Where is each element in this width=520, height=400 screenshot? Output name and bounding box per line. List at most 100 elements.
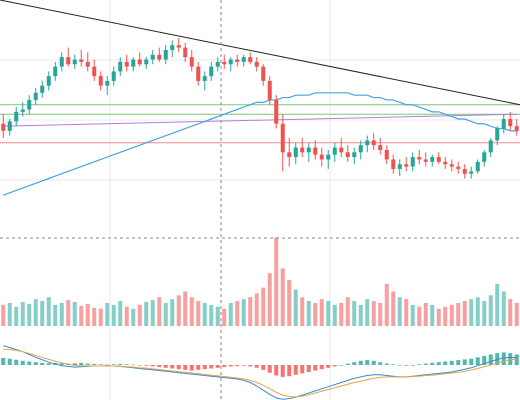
candle [228, 57, 233, 72]
macd-histogram-bar [170, 365, 175, 369]
volume-bar [33, 299, 38, 326]
candle-body [482, 152, 487, 162]
volume-bar [397, 297, 402, 326]
macd-histogram-bar [449, 360, 454, 365]
macd-histogram-bar [228, 365, 233, 367]
candle-body [391, 159, 396, 169]
macd-histogram-bar [508, 353, 513, 365]
candle [14, 107, 19, 127]
macd-histogram-bar [254, 365, 259, 368]
candle-body [404, 164, 409, 167]
macd-histogram-bar [384, 363, 389, 365]
macd-histogram-bar [404, 365, 409, 366]
volume-bar [371, 301, 376, 326]
volume-bar [176, 295, 181, 326]
volume-bar [79, 305, 84, 326]
candle-body [456, 166, 461, 169]
candle [313, 140, 318, 160]
candle [1, 114, 6, 139]
volume-bar [157, 297, 162, 326]
volume-bar [14, 306, 19, 326]
candle [98, 71, 103, 91]
candle [280, 114, 285, 172]
candle-body [144, 59, 149, 65]
candle [150, 49, 155, 65]
candle-body [462, 168, 467, 174]
candle-body [495, 128, 500, 141]
candle [111, 66, 116, 86]
candle [248, 52, 253, 65]
candle [7, 119, 12, 136]
candle [170, 40, 175, 58]
macd-histogram-bar [241, 365, 246, 366]
volume-bar [280, 268, 285, 326]
volume-bar [144, 302, 149, 326]
candle-body [514, 126, 519, 131]
candle [183, 42, 188, 62]
macd-histogram-bar [391, 364, 396, 365]
volume-bar [228, 302, 233, 326]
candle-body [449, 164, 454, 167]
candle-body [215, 61, 220, 67]
macd-histogram-bar [488, 354, 493, 365]
candle [20, 102, 25, 117]
candle [215, 57, 220, 72]
candle-body [7, 121, 12, 131]
volume-bar [248, 297, 253, 326]
candle-body [33, 92, 38, 100]
macd-histogram-bar [46, 363, 51, 365]
volume-bar [313, 302, 318, 326]
volume-bar [46, 297, 51, 326]
candle [358, 140, 363, 160]
candle [339, 138, 344, 158]
macd-histogram-bar [157, 365, 162, 368]
candle [85, 52, 90, 72]
candle-body [300, 147, 305, 153]
candle-body [287, 152, 292, 158]
candle-layer [1, 38, 519, 179]
candle [352, 147, 357, 165]
macd-histogram-bar [274, 365, 279, 376]
macd-histogram-bar [261, 365, 266, 370]
ma-layer [3, 92, 517, 196]
volume-bar [462, 301, 467, 326]
volume-bar [514, 302, 519, 326]
candle-body [105, 80, 110, 86]
candle [326, 149, 331, 169]
volume-bar [137, 304, 142, 326]
sloped-level-line [3, 113, 517, 127]
volume-bar [410, 304, 415, 326]
macd-histogram-bar [436, 362, 441, 365]
volume-bar [170, 299, 175, 326]
candle [293, 142, 298, 165]
volume-bar [222, 308, 227, 326]
macd-histogram-bar [332, 365, 337, 367]
candle [443, 157, 448, 169]
candle [430, 154, 435, 167]
candle [241, 54, 246, 67]
candle-body [384, 149, 389, 160]
macd-histogram-bar [189, 365, 194, 371]
volume-bar [72, 302, 77, 326]
candle-body [430, 157, 435, 162]
volume-bar [66, 300, 71, 326]
candle-body [66, 57, 71, 65]
macd-histogram-bar [345, 363, 350, 365]
candle-body [176, 45, 181, 48]
macd-histogram-bar [501, 352, 506, 365]
macd-histogram-bar [124, 364, 129, 365]
volume-bar [241, 299, 246, 326]
candle [449, 159, 454, 172]
volume-bar [196, 301, 201, 326]
trendline [0, 0, 520, 106]
volume-bar [365, 299, 370, 326]
volume-bar [150, 300, 155, 326]
macd-histogram-bar [462, 359, 467, 365]
macd-histogram-bar [176, 365, 181, 370]
volume-bar [105, 302, 110, 326]
candle [209, 61, 214, 81]
macd-histogram-bar [514, 354, 519, 365]
